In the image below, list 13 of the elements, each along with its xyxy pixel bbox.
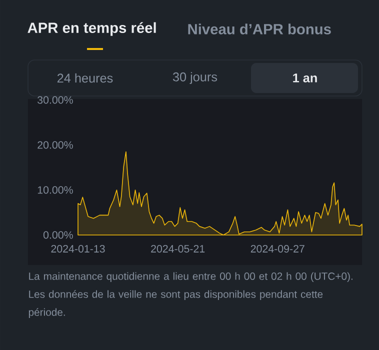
text: 24 heures bbox=[57, 73, 113, 83]
text: La maintenance quotidienne a lieu entre 00 h 00 et 02 h 00 (UTC+0). Les données de la veille ne sont pas disponibles pendant cette période. bbox=[28, 272, 352, 318]
y-tick-label: 20.00% bbox=[38, 141, 73, 149]
text: 30 jours bbox=[172, 72, 218, 84]
x-tick-label: 2024-05-21 bbox=[151, 245, 205, 253]
y-tick-label: 0.00% bbox=[43, 231, 73, 239]
y-tick-label: 10.00% bbox=[38, 186, 73, 194]
y-tick-label: 30.00% bbox=[38, 96, 73, 104]
x-tick-label: 2024-01-13 bbox=[51, 245, 105, 253]
text: Niveau d’APR bonus bbox=[188, 24, 331, 34]
text: 1 an bbox=[293, 74, 317, 82]
chart-title: APR en temps réel bbox=[28, 22, 156, 36]
x-tick-label: 2024-09-27 bbox=[250, 245, 304, 253]
